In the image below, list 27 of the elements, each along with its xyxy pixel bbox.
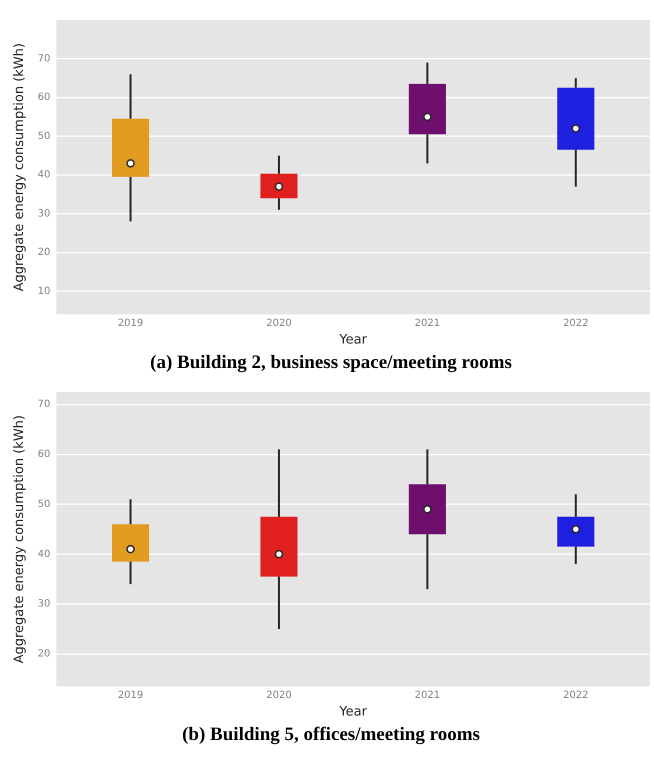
y-axis-title: Aggregate energy consumption (kWh) <box>12 42 28 292</box>
text: (b) Building 5, offices/meeting rooms <box>181 724 481 746</box>
y-tick-label: 20 <box>38 648 50 660</box>
text: (a) Building 2, business space/meeting rooms <box>149 352 513 374</box>
x-tick-label: 2019 <box>118 318 144 329</box>
y-tick-label: 40 <box>38 170 50 181</box>
x-tick-label: 2020 <box>266 690 292 701</box>
y-tick-label: 30 <box>38 598 50 610</box>
y-tick-label: 50 <box>38 498 50 510</box>
y-axis-title: Aggregate energy consumption (kWh) <box>12 414 28 664</box>
y-tick-label: 70 <box>38 53 50 64</box>
x-tick-label: 2021 <box>414 690 440 701</box>
y-tick-label: 20 <box>38 247 50 258</box>
y-tick-label: 60 <box>38 448 50 460</box>
x-tick-label: 2022 <box>563 690 589 701</box>
y-tick-label: 50 <box>38 130 50 142</box>
y-tick-label: 10 <box>38 286 50 297</box>
x-tick-label: 2021 <box>414 318 440 329</box>
x-axis-title: Year <box>338 332 368 348</box>
x-tick-label: 2020 <box>266 318 292 329</box>
x-tick-label: 2022 <box>563 318 589 329</box>
x-axis-title: Year <box>338 704 368 720</box>
y-tick-label: 30 <box>38 208 50 220</box>
y-tick-label: 70 <box>38 399 50 410</box>
y-tick-label: 60 <box>38 92 50 104</box>
x-tick-label: 2019 <box>118 690 144 701</box>
y-tick-label: 40 <box>38 548 50 560</box>
